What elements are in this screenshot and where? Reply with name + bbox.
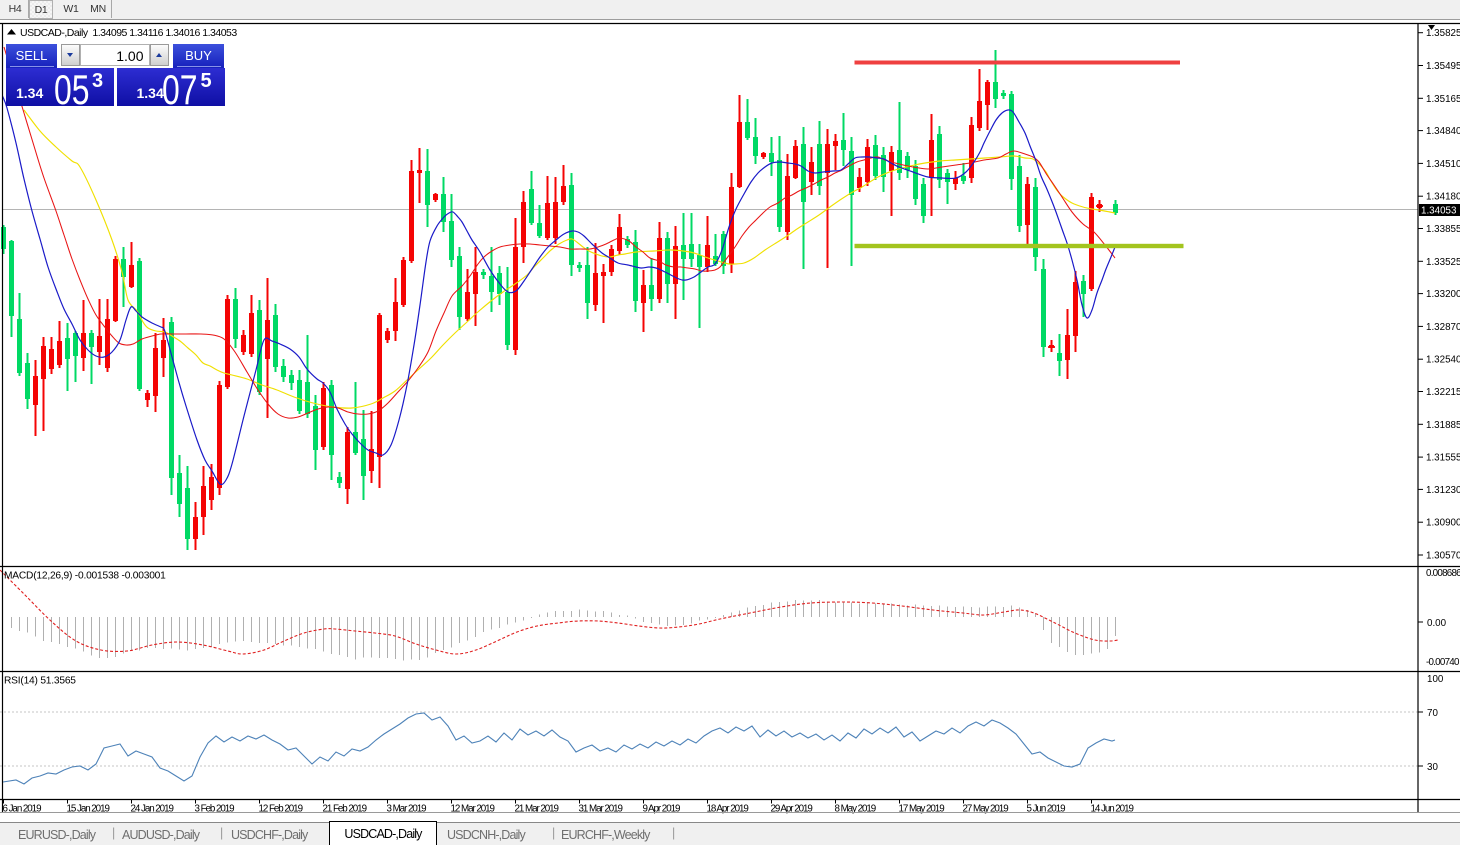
svg-text:1.34510: 1.34510 (1426, 159, 1460, 170)
svg-text:1.32540: 1.32540 (1426, 355, 1460, 366)
svg-text:1.33200: 1.33200 (1426, 289, 1460, 300)
svg-text:1.34840: 1.34840 (1426, 126, 1460, 137)
svg-text:1.30570: 1.30570 (1426, 551, 1460, 562)
svg-text:15 Jan 2019: 15 Jan 2019 (67, 804, 110, 815)
svg-text:-0.00740: -0.00740 (1426, 657, 1460, 668)
svg-text:1.32215: 1.32215 (1426, 387, 1460, 398)
svg-text:12 Feb 2019: 12 Feb 2019 (259, 804, 303, 815)
svg-text:100: 100 (1427, 674, 1444, 685)
svg-text:MACD(12,26,9) -0.001538 -0.003: MACD(12,26,9) -0.001538 -0.003001 (4, 571, 166, 582)
svg-text:17 May 2019: 17 May 2019 (899, 804, 945, 815)
svg-text:29 Apr 2019: 29 Apr 2019 (771, 804, 813, 815)
svg-text:0.008686: 0.008686 (1426, 568, 1460, 579)
svg-text:70: 70 (1427, 708, 1438, 719)
svg-text:1.30900: 1.30900 (1426, 518, 1460, 529)
svg-text:3 Feb 2019: 3 Feb 2019 (195, 804, 235, 815)
svg-text:12 Mar 2019: 12 Mar 2019 (451, 804, 495, 815)
svg-text:1.34180: 1.34180 (1426, 192, 1460, 203)
svg-text:18 Apr 2019: 18 Apr 2019 (707, 804, 749, 815)
svg-text:21 Feb 2019: 21 Feb 2019 (323, 804, 367, 815)
svg-text:21 Mar 2019: 21 Mar 2019 (515, 804, 559, 815)
svg-text:24 Jan 2019: 24 Jan 2019 (131, 804, 174, 815)
svg-text:27 May 2019: 27 May 2019 (963, 804, 1009, 815)
svg-text:30: 30 (1427, 762, 1438, 773)
svg-text:1.32870: 1.32870 (1426, 322, 1460, 333)
svg-text:31 Mar 2019: 31 Mar 2019 (579, 804, 623, 815)
svg-text:3 Mar 2019: 3 Mar 2019 (387, 804, 427, 815)
svg-text:5 Jun 2019: 5 Jun 2019 (1027, 804, 1066, 815)
svg-text:9 Apr 2019: 9 Apr 2019 (643, 804, 680, 815)
svg-text:14 Jun 2019: 14 Jun 2019 (1091, 804, 1134, 815)
svg-text:1.35165: 1.35165 (1426, 94, 1460, 105)
svg-text:1.33525: 1.33525 (1426, 257, 1460, 268)
svg-text:1.31555: 1.31555 (1426, 453, 1460, 464)
svg-text:1.31230: 1.31230 (1426, 485, 1460, 496)
svg-text:1.34053: 1.34053 (1421, 205, 1457, 216)
svg-text:6 Jan 2019: 6 Jan 2019 (3, 804, 42, 815)
svg-text:1.35825: 1.35825 (1426, 28, 1460, 39)
svg-text:1.35495: 1.35495 (1426, 61, 1460, 72)
svg-text:RSI(14) 51.3565: RSI(14) 51.3565 (4, 676, 76, 687)
svg-text:8 May 2019: 8 May 2019 (835, 804, 876, 815)
svg-text:0.00: 0.00 (1427, 618, 1447, 629)
svg-text:USDCAD-,Daily 1.34095 1.34116: USDCAD-,Daily 1.34095 1.34116 1.34016 1.… (20, 27, 237, 39)
svg-text:1.31885: 1.31885 (1426, 420, 1460, 431)
svg-text:1.33855: 1.33855 (1426, 224, 1460, 235)
